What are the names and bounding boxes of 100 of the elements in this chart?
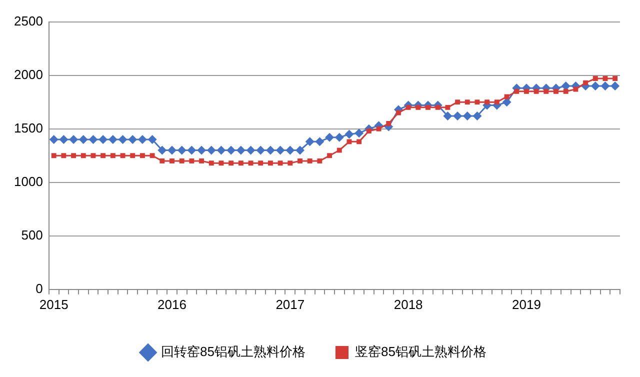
x-tick-label: 2015 (39, 296, 68, 312)
x-tick-label: 2016 (158, 296, 186, 312)
point (296, 146, 304, 155)
point (453, 111, 462, 120)
point (130, 153, 136, 158)
point (544, 88, 549, 94)
y-tick-label: 1000 (14, 174, 43, 189)
point (80, 153, 86, 158)
legend-label: 竖窑85铝矾土熟料价格 (355, 344, 486, 360)
point (590, 82, 600, 91)
point (307, 158, 312, 164)
point (298, 158, 302, 164)
point (534, 88, 539, 94)
point (226, 146, 236, 155)
point (600, 82, 610, 91)
point (140, 153, 145, 158)
point (236, 146, 246, 155)
point (216, 146, 226, 155)
point (563, 88, 568, 94)
point (494, 100, 500, 105)
point (462, 111, 472, 120)
point (189, 158, 194, 164)
point (464, 100, 470, 105)
point (158, 146, 167, 155)
point (90, 153, 96, 158)
point (246, 146, 256, 155)
point (197, 146, 206, 155)
point (138, 135, 147, 144)
point (120, 153, 126, 158)
point (445, 104, 450, 110)
point (49, 135, 58, 144)
point (238, 160, 244, 166)
point (325, 132, 334, 142)
point (51, 153, 56, 158)
point (256, 146, 266, 155)
point (199, 158, 204, 164)
point (376, 126, 382, 132)
point (71, 153, 76, 158)
point (59, 135, 68, 144)
point (128, 135, 138, 144)
y-tick-label: 1500 (14, 120, 43, 136)
point (218, 160, 224, 166)
point (61, 153, 66, 158)
point (78, 135, 88, 144)
point (208, 160, 214, 166)
point (88, 135, 98, 144)
point (118, 135, 128, 144)
point (276, 146, 285, 155)
point (346, 139, 352, 144)
x-tick-label: 2017 (276, 296, 305, 312)
point (472, 111, 482, 120)
point (583, 80, 588, 86)
point (474, 100, 480, 105)
point (206, 146, 216, 155)
point (288, 160, 293, 166)
point (610, 82, 620, 91)
point (317, 158, 322, 164)
point (69, 135, 78, 144)
point (248, 160, 254, 166)
point (354, 128, 364, 138)
point (327, 153, 332, 158)
y-tick-label: 0 (36, 280, 43, 296)
point (266, 146, 275, 155)
point (315, 137, 324, 146)
x-tick-label: 2019 (512, 296, 541, 312)
point (356, 139, 362, 144)
point (187, 146, 196, 155)
point (110, 153, 116, 158)
point (443, 111, 452, 120)
point (334, 132, 344, 142)
point (592, 76, 598, 82)
point (612, 76, 618, 82)
point (179, 158, 184, 164)
legend-label: 回转窑85铝矾土熟料价格 (161, 344, 306, 360)
point (573, 86, 578, 92)
point (554, 88, 558, 94)
y-tick-label: 500 (21, 227, 43, 242)
point (514, 88, 520, 94)
point (228, 160, 234, 166)
y-tick-label: 2000 (14, 66, 43, 82)
point (148, 135, 157, 144)
point (150, 153, 155, 158)
x-tick-label: 2018 (394, 296, 423, 312)
point (455, 100, 460, 105)
point (524, 88, 529, 94)
y-tick-label: 2500 (14, 13, 43, 28)
point (168, 146, 176, 155)
point (305, 137, 314, 146)
point (258, 160, 264, 166)
point (160, 158, 165, 164)
point (98, 135, 108, 144)
point (396, 110, 401, 116)
point (108, 135, 118, 144)
point (278, 160, 283, 166)
point (336, 148, 342, 153)
point (100, 153, 106, 158)
point (344, 130, 354, 139)
point (177, 146, 186, 155)
point (484, 100, 490, 105)
point (602, 76, 608, 82)
